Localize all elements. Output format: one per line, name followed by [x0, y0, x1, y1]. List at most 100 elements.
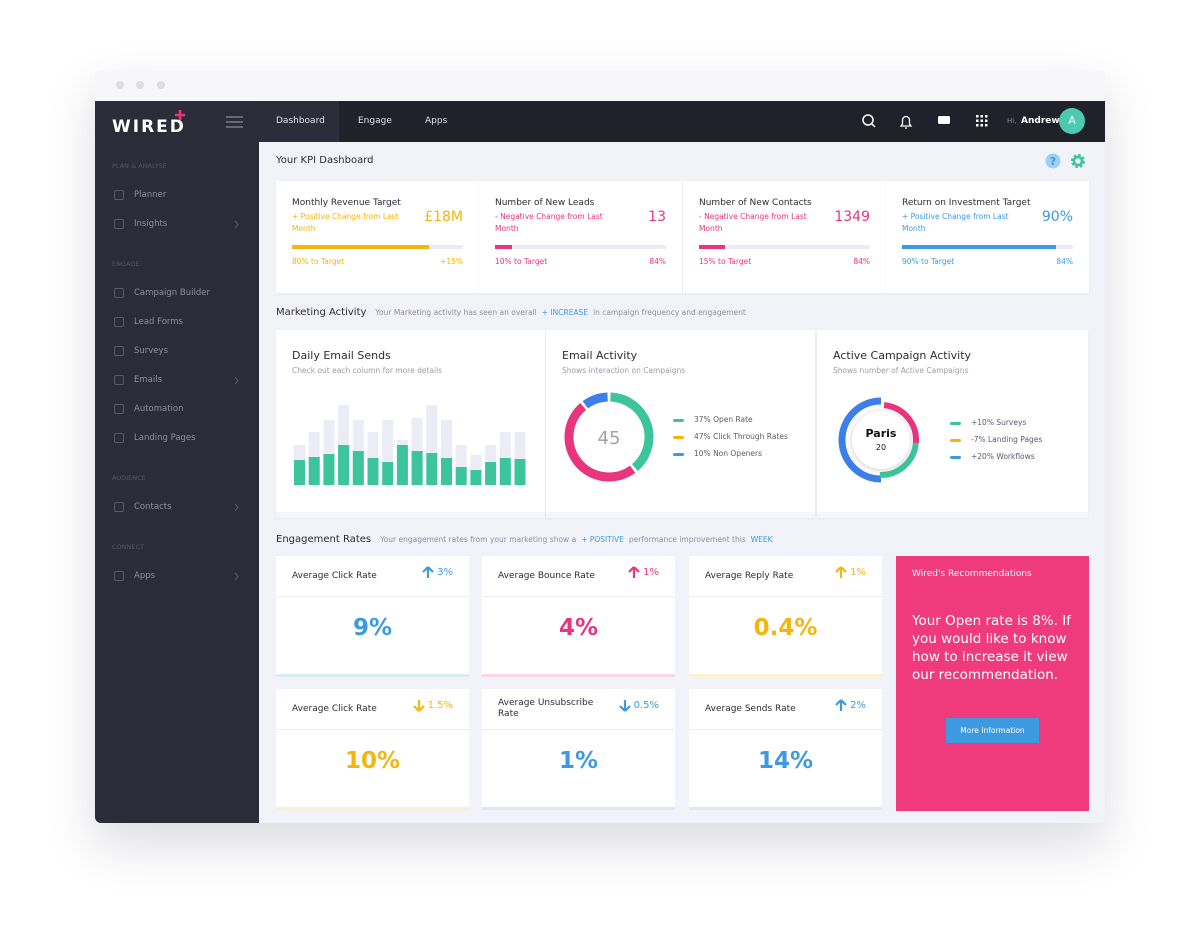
progress-bar: [495, 245, 513, 249]
kpi-row: + Positive Change from Last Month £18M: [292, 209, 463, 235]
campaign-donut: Paris 20: [838, 397, 919, 483]
sidebar-icon: [114, 346, 124, 356]
bell-icon: [899, 115, 913, 129]
recommendation-button[interactable]: More Information: [946, 718, 1039, 743]
nav-item[interactable]: Engage: [358, 116, 392, 126]
sidebar-icon: [114, 433, 124, 443]
sidebar-icon: [114, 219, 124, 229]
section-summary: Your engagement rates from your marketin…: [380, 535, 577, 544]
kpi-delta: 84%: [853, 257, 870, 266]
arrow: [618, 700, 631, 712]
bar: [514, 459, 526, 485]
ring-center: [852, 411, 910, 469]
card-title: Average Click Rate: [292, 703, 377, 714]
apps-dot: [985, 124, 988, 127]
menu-toggle: [226, 116, 243, 128]
header-icons: ?: [1045, 153, 1085, 169]
engagement-card: Average Sends Rate 2% 14%: [689, 689, 882, 810]
window-bar: [95, 70, 1105, 101]
kpi-change: + Positive Change from Last Month: [292, 212, 399, 233]
panel: [276, 330, 545, 518]
sidebar-item[interactable]: Apps: [134, 571, 156, 581]
progress-track: [902, 245, 1073, 249]
section-title: Marketing Activity: [276, 307, 367, 318]
bar-chart: [294, 405, 526, 485]
kpi-card: Monthly Revenue Target + Positive Change …: [276, 181, 479, 293]
user-avatar[interactable]: A: [1059, 108, 1085, 134]
kpi-value: £18M: [424, 209, 463, 225]
progress-track: [699, 245, 870, 249]
legend-label: Click Through Rates: [713, 432, 788, 441]
progress-label: 15% to Target: [699, 257, 752, 266]
sidebar-item[interactable]: Landing Pages: [134, 433, 196, 443]
sidebar-item[interactable]: Automation: [134, 404, 184, 414]
ring-blue: [838, 397, 882, 483]
sidebar: [95, 101, 259, 823]
engagement-card: Average Click Rate 3% 9%: [276, 556, 469, 677]
sidebar-icon: [114, 190, 124, 200]
legend-marker: [950, 422, 961, 425]
card-title: Average Unsubscribe Rate: [498, 698, 594, 719]
help-icon: [1045, 153, 1061, 169]
bar: [396, 445, 408, 485]
legend-value: 47%: [694, 432, 711, 441]
sidebar-item[interactable]: Campaign Builder: [134, 288, 210, 298]
card-divider: [482, 596, 675, 597]
legend-marker: [673, 453, 684, 456]
card-divider: [689, 596, 882, 597]
sidebar-item[interactable]: Insights: [134, 219, 168, 229]
card-divider: [689, 729, 882, 730]
legend-value: 37%: [694, 415, 711, 424]
help-mark: ?: [1050, 155, 1056, 168]
chat-icon: [938, 116, 950, 124]
arrow: [628, 566, 640, 578]
brand-plus: [175, 110, 185, 120]
progress-track: [495, 245, 666, 249]
center-value: 20: [876, 443, 886, 452]
progress-label: 80% to Target: [292, 257, 345, 266]
sidebar-heading: PLAN & ANALYSE: [112, 162, 167, 170]
kpi-title: Monthly Revenue Target: [292, 198, 401, 208]
change-value: 0.5%: [633, 700, 659, 711]
engagement-card: Average Unsubscribe Rate 0.5% 1%: [482, 689, 675, 810]
engagement-card: Average Reply Rate 1% 0.4%: [689, 556, 882, 677]
sidebar-item[interactable]: Surveys: [134, 346, 168, 356]
sidebar-item[interactable]: Contacts: [134, 502, 172, 512]
donut-segment: [582, 392, 609, 409]
sidebar-item[interactable]: Lead Forms: [134, 317, 183, 327]
center-title: Paris: [866, 427, 897, 440]
kpi-delta: 84%: [649, 257, 666, 266]
section-summary: performance improvement this: [628, 535, 746, 544]
sidebar-heading: AUDIENCE: [112, 474, 146, 482]
nav-icons: [862, 114, 988, 129]
search-handle: [871, 123, 876, 128]
section-title: Your KPI Dashboard: [276, 155, 374, 166]
section-title: Engagement Rates: [276, 534, 372, 545]
section-summary: Your Marketing activity has seen an over…: [375, 308, 537, 317]
bar: [426, 453, 438, 485]
section-header: Marketing Activity Your Marketing activit…: [276, 307, 746, 318]
card-title: Average Sends Rate: [705, 703, 796, 714]
progress-track: [292, 245, 463, 249]
bar: [352, 451, 364, 485]
card-value: 10%: [344, 748, 401, 774]
kpi-change: + Positive Change from Last Month: [902, 212, 1009, 233]
change-value: 1%: [643, 567, 659, 578]
panel-title: Daily Email Sends: [292, 349, 391, 362]
kpi-change: - Negative Change from Last Month: [699, 212, 807, 233]
kpi-card: Number of New Contacts - Negative Change …: [683, 181, 886, 293]
card-change: 1.5%: [412, 699, 453, 712]
nav-item[interactable]: Dashboard: [276, 116, 325, 126]
kpi-card: Number of New Leads - Negative Change fro…: [479, 181, 682, 293]
card-title: Average Click Rate: [292, 570, 377, 581]
legend-marker: [673, 419, 684, 422]
sidebar-item[interactable]: Emails: [134, 375, 163, 385]
legend-entry: -7% Landing Pages: [971, 435, 1043, 444]
brand-logo: WIRED: [112, 117, 186, 137]
sidebar-item[interactable]: Planner: [134, 190, 167, 200]
arrow: [835, 566, 847, 578]
nav-item[interactable]: Apps: [425, 116, 448, 126]
apps-dot: [976, 119, 979, 122]
card-change: 0.5%: [618, 699, 659, 712]
section-summary: in campaign frequency and engagement: [593, 308, 746, 317]
